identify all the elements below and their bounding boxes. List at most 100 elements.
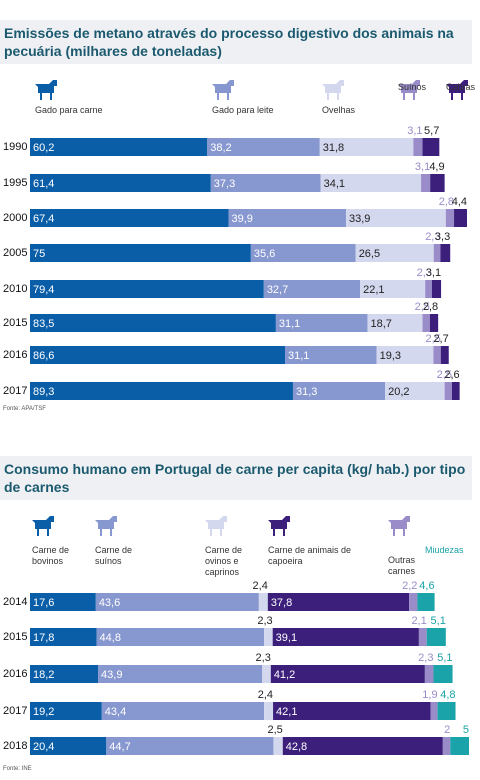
bar-segment <box>454 209 467 227</box>
y-tick-label: 2014 <box>3 596 27 608</box>
bar-segment <box>95 593 259 611</box>
legend-label: Carne de animais de capoeira <box>268 545 352 566</box>
bar-segment <box>272 628 419 646</box>
bar-segment <box>262 665 271 683</box>
data-label: 42,1 <box>276 706 297 718</box>
bar-segment <box>431 280 442 298</box>
bar-segment <box>267 593 410 611</box>
data-label: 44,7 <box>109 741 130 753</box>
legend-label: Gado para leite <box>212 105 274 115</box>
data-label: 37,8 <box>271 597 292 609</box>
legend-icon <box>35 80 57 100</box>
bar-segment <box>30 314 276 332</box>
legend-icon <box>388 516 410 536</box>
data-label: 67,4 <box>33 213 54 225</box>
bar-segment <box>345 209 446 227</box>
bar-segment <box>30 346 286 364</box>
bar-segment <box>433 244 441 262</box>
bar-segment <box>360 280 426 298</box>
data-label: 2,4 <box>258 689 273 701</box>
data-label: 5,1 <box>437 652 452 664</box>
legend-icon <box>398 80 420 100</box>
data-label: 2,7 <box>433 333 448 345</box>
bar-segment <box>30 174 211 192</box>
bar-segment <box>422 138 440 156</box>
bar-segment <box>228 209 346 227</box>
data-label: 39,1 <box>276 632 297 644</box>
legend-label: Carne de ovinos e caprinos <box>205 545 243 577</box>
data-label: 43,9 <box>101 669 122 681</box>
y-tick-label: 2017 <box>3 385 27 397</box>
data-label: 35,6 <box>254 248 275 260</box>
data-label: 32,7 <box>267 284 288 296</box>
legend-label: Miudezas <box>425 545 464 555</box>
data-label: 5,1 <box>431 615 446 627</box>
y-tick-label: 2005 <box>3 247 27 259</box>
bar-segment <box>422 314 430 332</box>
legend-label: Carne de bovinos <box>32 545 70 566</box>
data-label: 20,4 <box>33 741 54 753</box>
data-label: 31,8 <box>323 142 344 154</box>
bar-segment <box>263 280 361 298</box>
data-label: 4,9 <box>429 161 444 173</box>
data-label: 4,6 <box>419 580 434 592</box>
bar-segment <box>430 174 445 192</box>
data-label: 38,2 <box>210 142 231 154</box>
bar-segment <box>440 346 449 364</box>
bar-segment <box>270 665 425 683</box>
bar-segment <box>273 737 283 755</box>
bar-segment <box>367 314 423 332</box>
bar-segment <box>275 314 368 332</box>
data-label: 89,3 <box>33 386 54 398</box>
data-label: 2,5 <box>267 724 282 736</box>
bar-segment <box>437 702 456 720</box>
data-label: 39,9 <box>231 213 252 225</box>
bar-segment <box>433 665 453 683</box>
bar-segment <box>273 702 431 720</box>
bar-segment <box>96 628 265 646</box>
legend-label: Outras carnes <box>388 555 416 576</box>
data-label: 2,5 <box>425 333 440 345</box>
data-label: 79,4 <box>33 284 54 296</box>
bar-segment <box>319 138 414 156</box>
legend-label: Gado para carne <box>35 105 103 115</box>
legend-icon <box>212 80 234 100</box>
data-label: 18,7 <box>370 318 391 330</box>
data-label: 31,3 <box>296 386 317 398</box>
bar-segment <box>413 138 423 156</box>
bar-segment <box>30 280 264 298</box>
bar-segment <box>98 665 263 683</box>
bar-segment <box>440 244 451 262</box>
data-label: 17,6 <box>33 597 54 609</box>
bar-segment <box>355 244 434 262</box>
data-label: 44,8 <box>100 632 121 644</box>
data-label: 75 <box>33 248 45 260</box>
data-label: 2,8 <box>439 196 454 208</box>
bar-segment <box>445 209 455 227</box>
bar-segment <box>101 702 265 720</box>
data-label: 26,5 <box>359 248 380 260</box>
data-label: 2,3 <box>417 267 432 279</box>
data-label: 3,3 <box>435 231 450 243</box>
data-label: 1,9 <box>422 689 437 701</box>
data-label: 3,1 <box>426 267 441 279</box>
bar-segment <box>30 737 107 755</box>
bar-segment <box>30 209 229 227</box>
data-label: 2,1 <box>411 615 426 627</box>
bar-segment <box>444 382 452 400</box>
y-tick-label: 2017 <box>3 705 27 717</box>
legend-label: Cabras <box>446 82 476 92</box>
bar-segment <box>30 138 208 156</box>
bar-segment <box>207 138 320 156</box>
data-label: 2 <box>444 724 450 736</box>
data-label: 2,3 <box>418 652 433 664</box>
data-label: 2,8 <box>423 301 438 313</box>
bar-segment <box>30 628 97 646</box>
bar-segment <box>320 174 422 192</box>
data-label: 42,8 <box>286 741 307 753</box>
bar-segment <box>106 737 274 755</box>
data-label: 43,6 <box>99 597 120 609</box>
data-label: 3,1 <box>415 161 430 173</box>
y-tick-label: 2010 <box>3 283 27 295</box>
